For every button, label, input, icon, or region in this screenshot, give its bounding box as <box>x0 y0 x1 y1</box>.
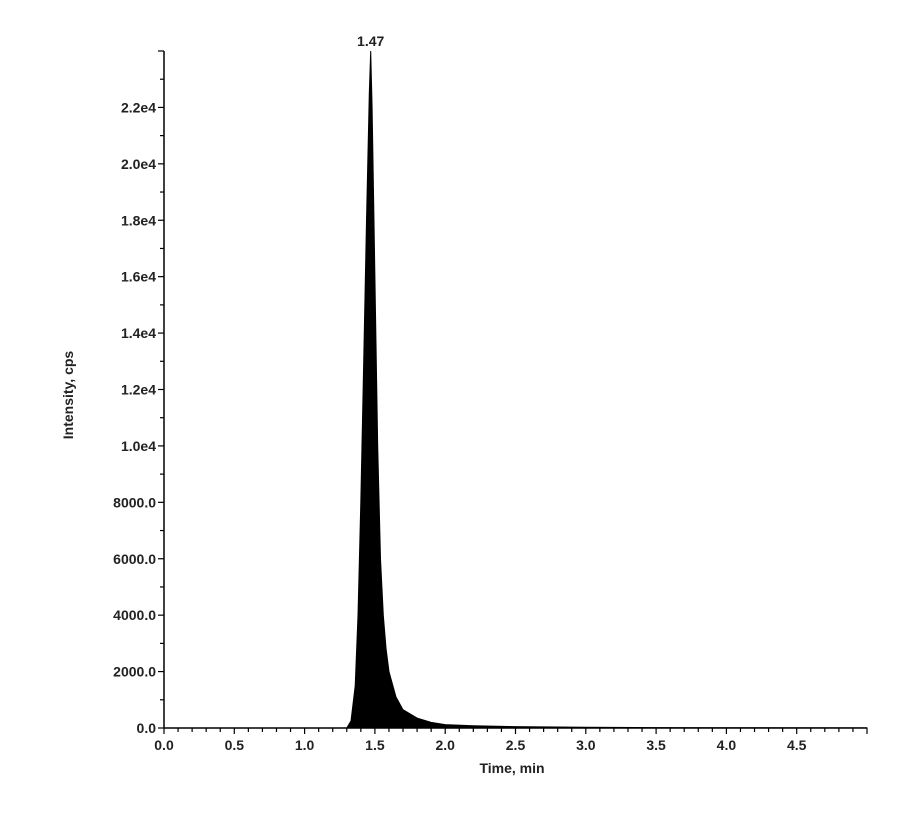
x-tick-label: 2.0 <box>435 737 455 753</box>
y-tick-label: 4000.0 <box>113 607 156 623</box>
x-tick-label: 3.5 <box>646 737 666 753</box>
y-tick-label: 0.0 <box>137 720 157 736</box>
y-tick-label: 8000.0 <box>113 494 156 510</box>
x-tick-label: 2.5 <box>506 737 526 753</box>
y-tick-label: 6000.0 <box>113 551 156 567</box>
x-tick-label: 3.0 <box>576 737 596 753</box>
y-tick-label: 2.2e4 <box>121 99 156 115</box>
peak-label: 1.47 <box>357 33 384 49</box>
x-axis-label: Time, min <box>479 760 544 776</box>
x-tick-label: 4.0 <box>717 737 737 753</box>
y-tick-label: 1.0e4 <box>121 438 156 454</box>
y-tick-label: 1.4e4 <box>121 325 156 341</box>
x-tick-label: 0.0 <box>154 737 174 753</box>
y-tick-label: 2000.0 <box>113 664 156 680</box>
x-tick-label: 4.5 <box>787 737 807 753</box>
x-tick-label: 0.5 <box>225 737 245 753</box>
y-tick-label: 1.6e4 <box>121 269 156 285</box>
x-tick-label: 1.0 <box>295 737 315 753</box>
chromatogram-peak <box>164 50 868 729</box>
y-tick-label: 1.8e4 <box>121 212 156 228</box>
y-axis-label: Intensity, cps <box>60 351 76 440</box>
x-tick-label: 1.5 <box>365 737 385 753</box>
y-tick-label: 2.0e4 <box>121 156 156 172</box>
y-tick-label: 1.2e4 <box>121 382 156 398</box>
